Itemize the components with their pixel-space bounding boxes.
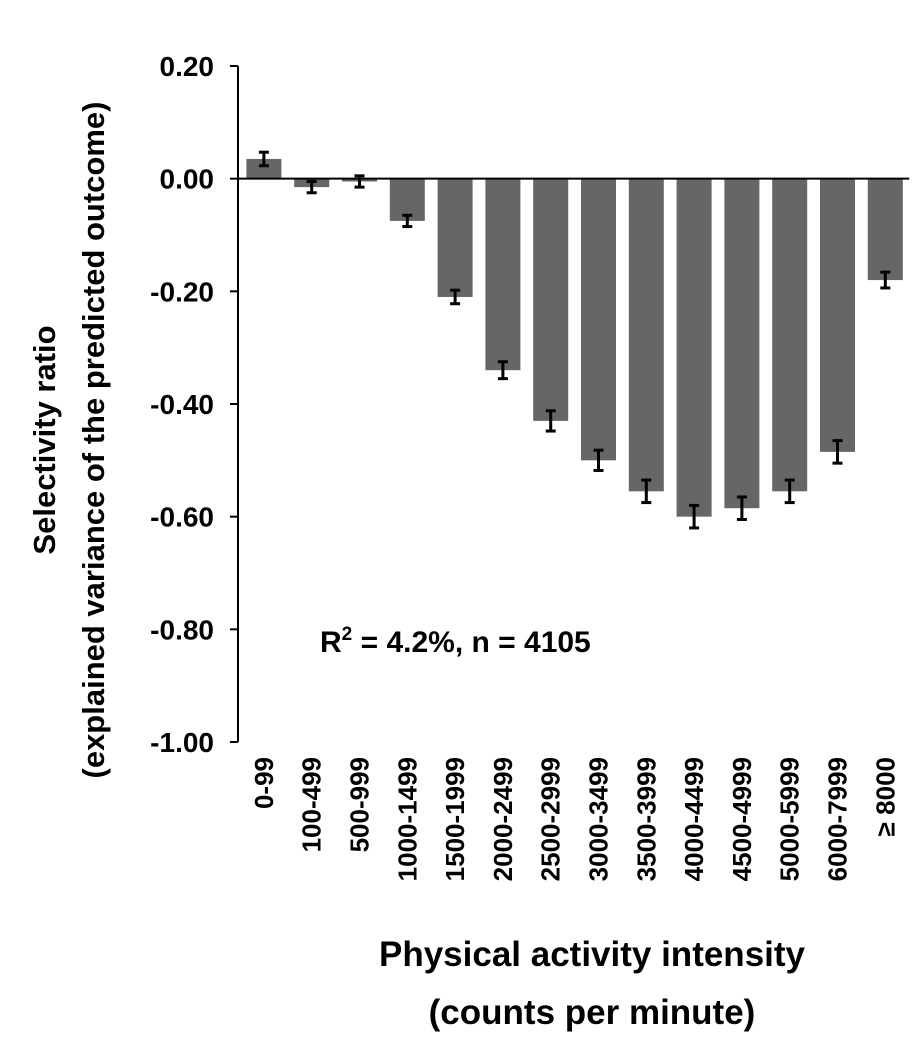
x-tick-label: 4000-4499	[679, 757, 709, 881]
x-tick-label: 1000-1499	[392, 757, 422, 881]
y-axis-label-line2: (explained variance of the predicted out…	[76, 102, 111, 779]
y-tick-label: -0.40	[150, 389, 214, 420]
y-tick-label: -1.00	[150, 727, 214, 758]
annotation-suffix: = 4.2%, n = 4105	[352, 626, 591, 659]
bar	[724, 178, 760, 509]
y-tick-label: -0.60	[150, 502, 214, 533]
r-squared-annotation: R2 = 4.2%, n = 4105	[320, 624, 591, 659]
y-axis-label-line1: Selectivity ratio	[27, 325, 62, 554]
bar	[820, 178, 855, 452]
error-bar	[306, 179, 317, 195]
bar	[437, 178, 473, 297]
bars-group	[246, 158, 903, 517]
x-tick-label: 100-499	[297, 757, 327, 852]
bar	[867, 178, 903, 281]
error-bar	[450, 288, 461, 306]
x-tick-label: 3000-3499	[584, 757, 614, 881]
error-bar	[258, 150, 269, 168]
bar	[246, 158, 282, 179]
x-tick-label: ≥ 8000	[870, 757, 900, 836]
error-bar	[832, 439, 843, 465]
bar	[485, 178, 521, 371]
annotation-superscript: 2	[342, 624, 353, 645]
bar	[676, 178, 712, 517]
x-tick-label: 1500-1999	[440, 757, 470, 881]
error-bar	[641, 478, 652, 505]
x-tick-label: 0-99	[249, 757, 279, 809]
x-tick-label: 6000-7999	[823, 757, 853, 881]
error-bar	[402, 213, 413, 229]
y-tick-label: -0.80	[150, 614, 214, 645]
y-tick-label: 0.00	[160, 164, 215, 195]
x-axis-label-line1: Physical activity intensity	[379, 935, 806, 974]
bar	[581, 178, 616, 461]
error-bar	[593, 448, 604, 472]
error-bar	[736, 495, 747, 521]
x-tick-label: 3500-3999	[631, 757, 661, 881]
x-tick-label: 2000-2499	[488, 757, 518, 881]
error-bars-group	[258, 150, 891, 530]
bar	[772, 178, 808, 492]
error-bar	[497, 360, 508, 381]
x-axis-label-line2: (counts per minute)	[429, 993, 756, 1032]
x-tick-labels: 0-99 100-499 500-999 1000-1499 1500-1999 2000…	[249, 757, 900, 881]
x-tick-label: 4500-4999	[727, 757, 757, 881]
error-bar	[354, 174, 365, 189]
y-tick-label: 0.20	[160, 51, 215, 82]
y-tick-label: -0.20	[150, 276, 214, 307]
x-tick-label: 500-999	[345, 757, 375, 852]
error-bar	[880, 270, 891, 290]
error-bar	[545, 409, 556, 433]
y-axis-ticks: 0.20 0.00 -0.20 -0.40 -0.60 -0.80 -1.00	[150, 51, 238, 758]
bar	[628, 178, 664, 492]
x-tick-label: 2500-2999	[536, 757, 566, 881]
annotation-prefix: R	[320, 626, 342, 659]
error-bar	[784, 478, 795, 505]
bar	[533, 178, 569, 421]
error-bar	[689, 503, 700, 530]
x-tick-label: 5000-5999	[775, 757, 805, 881]
